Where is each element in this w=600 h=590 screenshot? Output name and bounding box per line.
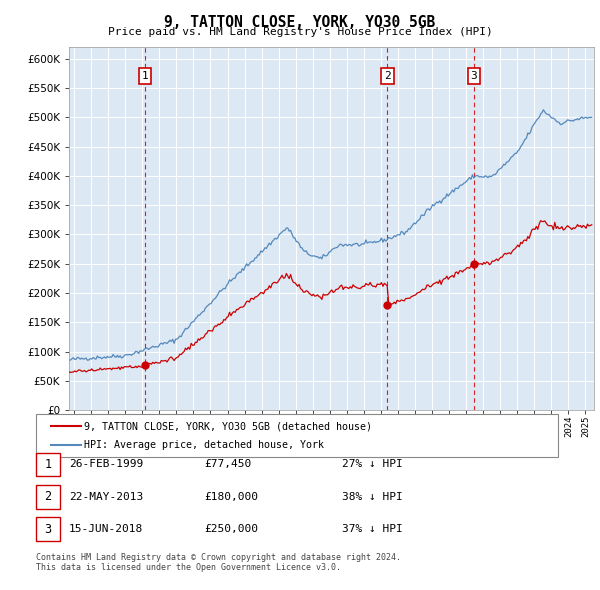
Text: Contains HM Land Registry data © Crown copyright and database right 2024.: Contains HM Land Registry data © Crown c… bbox=[36, 553, 401, 562]
Text: 9, TATTON CLOSE, YORK, YO30 5GB: 9, TATTON CLOSE, YORK, YO30 5GB bbox=[164, 15, 436, 30]
Text: 38% ↓ HPI: 38% ↓ HPI bbox=[342, 492, 403, 502]
Text: 9, TATTON CLOSE, YORK, YO30 5GB (detached house): 9, TATTON CLOSE, YORK, YO30 5GB (detache… bbox=[84, 421, 372, 431]
Text: Price paid vs. HM Land Registry's House Price Index (HPI): Price paid vs. HM Land Registry's House … bbox=[107, 27, 493, 37]
Text: 1: 1 bbox=[142, 71, 148, 81]
Text: 1: 1 bbox=[44, 458, 52, 471]
Text: 26-FEB-1999: 26-FEB-1999 bbox=[69, 460, 143, 469]
Text: 15-JUN-2018: 15-JUN-2018 bbox=[69, 525, 143, 534]
Text: 22-MAY-2013: 22-MAY-2013 bbox=[69, 492, 143, 502]
Text: £250,000: £250,000 bbox=[204, 525, 258, 534]
Text: £77,450: £77,450 bbox=[204, 460, 251, 469]
Text: This data is licensed under the Open Government Licence v3.0.: This data is licensed under the Open Gov… bbox=[36, 563, 341, 572]
Text: HPI: Average price, detached house, York: HPI: Average price, detached house, York bbox=[84, 440, 324, 450]
Text: 3: 3 bbox=[44, 523, 52, 536]
Text: 27% ↓ HPI: 27% ↓ HPI bbox=[342, 460, 403, 469]
Text: 2: 2 bbox=[44, 490, 52, 503]
Text: 37% ↓ HPI: 37% ↓ HPI bbox=[342, 525, 403, 534]
Text: £180,000: £180,000 bbox=[204, 492, 258, 502]
Text: 3: 3 bbox=[470, 71, 477, 81]
Text: 2: 2 bbox=[384, 71, 391, 81]
